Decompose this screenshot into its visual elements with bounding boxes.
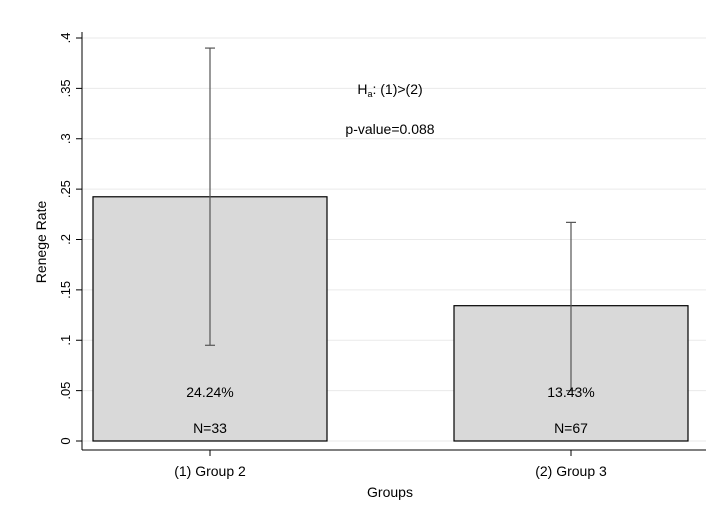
- bar-n-label-1: N=33: [193, 420, 227, 436]
- bars: [92, 196, 689, 442]
- y-tick-label-7: .35: [58, 79, 73, 97]
- y-tick-label-3: .15: [58, 281, 73, 299]
- ticks: 0 .05 .1 .15 .2 .25 .3 .35 .4 (1) Group 2 (2) Grou…: [58, 33, 607, 479]
- y-tick-label-2: .1: [58, 335, 73, 346]
- y-axis-title: Renege Rate: [33, 201, 49, 284]
- hypothesis-prefix: H: [357, 81, 367, 97]
- axes: [81, 32, 706, 451]
- y-tick-label-4: .2: [58, 234, 73, 245]
- hypothesis-suffix: : (1)>(2): [372, 81, 422, 97]
- y-tick-label-8: .4: [58, 33, 73, 44]
- bar-labels: 24.24% 13.43% N=33 N=67: [186, 384, 594, 436]
- error-bars: [205, 47, 576, 392]
- y-tick-label-5: .25: [58, 180, 73, 198]
- y-tick-label-0: 0: [58, 437, 73, 444]
- x-tick-label-0: (1) Group 2: [174, 463, 246, 479]
- bar-value-label-1: 24.24%: [186, 384, 233, 400]
- x-axis-title: Groups: [367, 484, 413, 500]
- bar-n-label-2: N=67: [554, 420, 588, 436]
- p-value-annotation: p-value=0.088: [345, 121, 434, 137]
- y-tick-label-1: .05: [58, 382, 73, 400]
- hypothesis-subscript: a: [367, 89, 372, 99]
- bar-value-label-2: 13.43%: [547, 384, 594, 400]
- x-tick-label-1: (2) Group 3: [535, 463, 607, 479]
- hypothesis-annotation: Ha: (1)>(2): [357, 81, 422, 99]
- y-tick-label-6: .3: [58, 133, 73, 144]
